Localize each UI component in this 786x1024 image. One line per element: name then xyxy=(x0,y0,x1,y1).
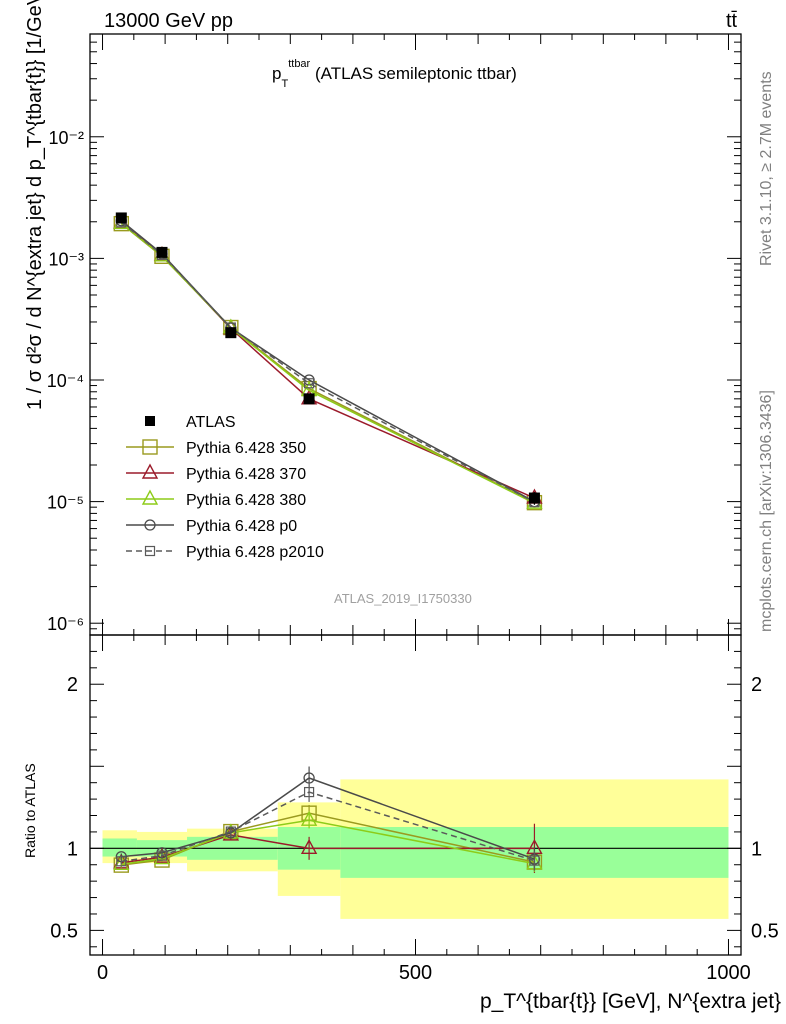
data-point xyxy=(528,492,540,504)
series-line-main xyxy=(120,220,535,503)
x-tick-label: 500 xyxy=(399,962,432,984)
y-tick-label-ratio: 2 xyxy=(67,674,78,696)
y-tick-label-main: 10⁻³ xyxy=(48,249,84,269)
ratio-plot-axes: 0.5 0.5 1 1 2 2 0 500 1000 xyxy=(50,634,779,984)
legend-marker xyxy=(141,489,159,505)
data-point xyxy=(115,212,127,224)
legend: ATLAS Pythia 6.428 350 Pythia 6.428 370 Pyt… xyxy=(126,414,324,561)
y-tick-label-ratio: 0.5 xyxy=(50,920,78,942)
data-point xyxy=(303,393,315,405)
legend-label: Pythia 6.428 380 xyxy=(186,492,306,509)
band-green xyxy=(102,838,137,857)
mcplots-label: mcplots.cern.ch [arXiv:1306.3436] xyxy=(758,390,775,632)
legend-marker xyxy=(142,439,158,455)
main-series xyxy=(113,212,543,511)
plot-title: pTttbar (ATLAS semileptonic ttbar) xyxy=(272,58,517,90)
y-tick-label-ratio-right: 2 xyxy=(751,674,762,696)
main-plot-axes: 10⁻⁶ 10⁻⁵ 10⁻⁴ 10⁻³ 10⁻² xyxy=(47,33,742,636)
analysis-tag: ATLAS_2019_I1750330 xyxy=(334,591,472,606)
ratio-uncertainty-bands xyxy=(102,779,729,919)
y-axis-label-main: 1 / σ d²σ / d N^{extra jet} d p_T^{tbar{… xyxy=(24,0,46,410)
y-tick-label-main: 10⁻⁶ xyxy=(47,614,84,634)
series-line-main xyxy=(120,222,535,504)
series-point-ratio xyxy=(300,810,318,826)
y-tick-label-ratio: 1 xyxy=(67,838,78,860)
series-line-main xyxy=(120,223,535,504)
legend-label: Pythia 6.428 p2010 xyxy=(186,544,324,561)
y-tick-label-ratio-right: 0.5 xyxy=(751,920,779,942)
series-point-ratio xyxy=(300,838,318,855)
series-point-ratio xyxy=(225,826,236,837)
series-point-ratio xyxy=(113,854,130,871)
legend-marker xyxy=(141,463,159,479)
y-tick-label-main: 10⁻² xyxy=(48,128,84,148)
legend-marker xyxy=(144,545,156,557)
x-tick-label: 1000 xyxy=(706,962,751,984)
title-p: p xyxy=(272,64,282,83)
title-sub: T xyxy=(281,78,289,90)
rivet-version-label: Rivet 3.1.10, ≥ 2.7M events xyxy=(758,71,775,266)
ratio-series xyxy=(113,766,543,873)
legend-marker xyxy=(144,519,156,531)
legend-label: Pythia 6.428 350 xyxy=(186,440,306,457)
title-sup: ttbar xyxy=(288,58,311,70)
series-point-main xyxy=(303,378,315,389)
y-tick-label-main: 10⁻⁴ xyxy=(47,371,84,391)
series-line-main xyxy=(120,221,535,503)
data-point xyxy=(225,327,237,339)
series-point-ratio xyxy=(156,850,168,861)
energy-label: 13000 GeV pp xyxy=(104,10,233,32)
series-point-ratio xyxy=(529,855,540,866)
legend-marker-data xyxy=(145,416,155,426)
series-point-ratio xyxy=(303,786,315,798)
legend-label: Pythia 6.428 p0 xyxy=(186,518,297,535)
series-point-ratio xyxy=(116,856,127,867)
x-axis-label: p_T^{tbar{t}} [GeV], N^{extra jet} < 2 xyxy=(480,990,786,1013)
x-tick-label: 0 xyxy=(97,962,108,984)
data-point xyxy=(156,246,168,258)
title-rest: (ATLAS semileptonic ttbar) xyxy=(314,64,517,83)
legend-label: Pythia 6.428 370 xyxy=(186,466,306,483)
process-label: tt̄ xyxy=(726,10,738,32)
legend-label-data: ATLAS xyxy=(186,414,236,431)
y-axis-label-ratio: Ratio to ATLAS xyxy=(22,763,38,858)
y-tick-label-main: 10⁻⁵ xyxy=(47,493,84,513)
series-line-main xyxy=(120,222,535,499)
y-tick-label-ratio-right: 1 xyxy=(751,838,762,860)
